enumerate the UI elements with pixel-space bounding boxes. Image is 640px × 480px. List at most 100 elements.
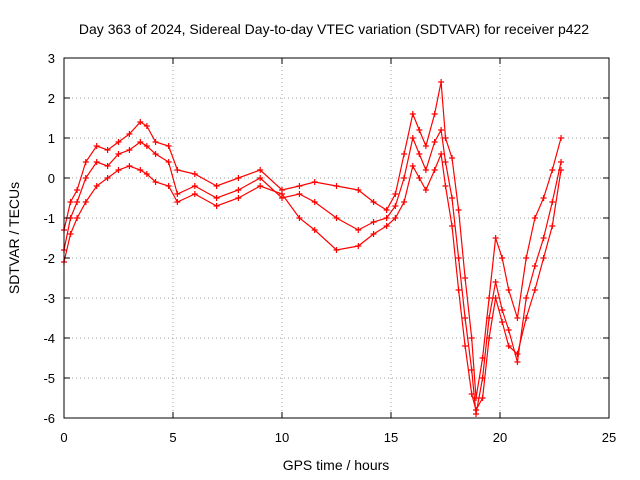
data-point	[311, 179, 318, 185]
data-point	[486, 335, 493, 341]
data-point	[401, 151, 408, 157]
data-point	[82, 199, 89, 205]
data-point	[257, 175, 264, 181]
data-point	[383, 223, 390, 229]
data-point	[438, 151, 445, 157]
data-point	[165, 183, 172, 189]
data-point	[165, 143, 172, 149]
data-point	[126, 147, 133, 153]
data-point	[409, 111, 416, 117]
data-point	[137, 167, 144, 173]
data-point	[137, 139, 144, 145]
data-point	[355, 187, 362, 193]
data-point	[473, 407, 480, 413]
data-point	[115, 167, 122, 173]
data-point	[174, 191, 181, 197]
data-point	[422, 143, 429, 149]
data-point	[416, 127, 423, 133]
data-point	[213, 183, 220, 189]
data-point	[531, 287, 538, 293]
data-point	[257, 167, 264, 173]
x-tick-label: 0	[60, 430, 67, 445]
data-point	[74, 187, 81, 193]
data-point	[235, 175, 242, 181]
data-point	[514, 351, 521, 357]
data-point	[392, 191, 399, 197]
data-point	[549, 199, 556, 205]
data-point	[115, 139, 122, 145]
data-point	[505, 327, 512, 333]
data-point	[540, 255, 547, 261]
data-point	[74, 215, 81, 221]
data-point	[93, 159, 100, 165]
data-point	[191, 183, 198, 189]
grid-layer	[64, 58, 609, 418]
data-point	[558, 159, 565, 165]
data-point	[82, 159, 89, 165]
data-point	[442, 183, 449, 189]
data-point	[540, 235, 547, 241]
data-point	[462, 315, 469, 321]
tick-layer: 0 5 10 15 20 25 -6 -5 -4 -3 -2 -1 0 1 2 3	[43, 51, 616, 445]
data-point	[311, 199, 318, 205]
data-point	[455, 207, 462, 213]
data-point	[462, 275, 469, 281]
data-point	[370, 231, 377, 237]
data-point	[143, 143, 150, 149]
series-track-1	[61, 79, 565, 401]
x-tick-label: 5	[169, 430, 176, 445]
series-line	[63, 81, 562, 399]
x-tick-label: 15	[384, 430, 398, 445]
data-point	[431, 139, 438, 145]
data-point	[401, 175, 408, 181]
data-point	[442, 159, 449, 165]
data-point	[152, 139, 159, 145]
data-point	[279, 191, 285, 197]
data-point	[355, 227, 362, 233]
data-point	[115, 151, 122, 157]
data-point	[523, 315, 530, 321]
y-tick-label: -5	[43, 371, 55, 386]
data-point	[104, 147, 111, 153]
data-point	[455, 287, 462, 293]
data-point	[296, 183, 303, 189]
data-point	[126, 163, 133, 169]
data-point	[422, 187, 429, 193]
y-tick-label: 2	[48, 91, 55, 106]
data-point	[442, 135, 449, 141]
data-point	[514, 359, 521, 365]
data-point	[449, 223, 456, 229]
data-point	[104, 163, 111, 169]
data-point	[523, 295, 530, 301]
series-track-3	[61, 151, 565, 413]
data-point	[174, 199, 181, 205]
data-point	[409, 135, 416, 141]
data-point	[449, 195, 456, 201]
y-tick-label: -3	[43, 291, 55, 306]
x-tick-label: 10	[275, 430, 289, 445]
data-point	[93, 143, 100, 149]
data-point	[531, 215, 538, 221]
data-point	[558, 135, 565, 141]
series-line	[63, 128, 562, 415]
data-point	[409, 163, 416, 169]
y-tick-label: -1	[43, 211, 55, 226]
data-point	[174, 167, 181, 173]
data-point	[523, 255, 530, 261]
x-tick-label: 20	[493, 430, 507, 445]
data-point	[499, 255, 506, 261]
data-point	[137, 119, 144, 125]
chart-title: Day 363 of 2024, Sidereal Day-to-day VTE…	[79, 21, 589, 37]
y-axis-label: SDTVAR / TECUs	[6, 182, 22, 294]
data-point	[514, 315, 521, 321]
x-axis-label: GPS time / hours	[283, 457, 390, 473]
data-point	[235, 195, 242, 201]
data-point	[67, 231, 74, 237]
data-point	[355, 243, 362, 249]
data-point	[492, 295, 499, 301]
data-point	[486, 315, 493, 321]
data-point	[191, 191, 198, 197]
data-point	[392, 203, 399, 209]
data-point	[455, 255, 462, 261]
data-point	[479, 395, 486, 401]
